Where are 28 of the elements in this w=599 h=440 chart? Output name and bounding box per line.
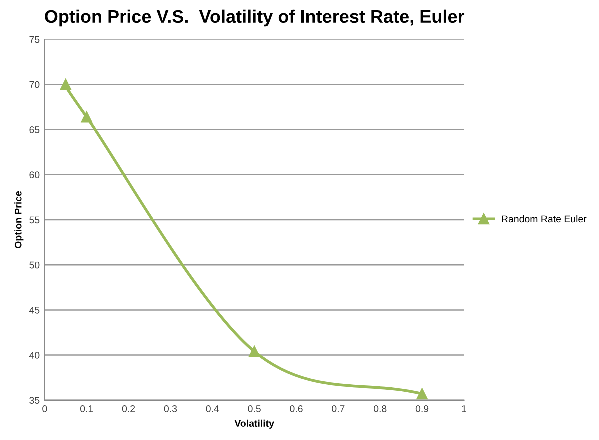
point xyxy=(416,388,428,400)
x-tick-label: 0.4 xyxy=(206,406,220,412)
x-tick-label: 0.2 xyxy=(122,406,136,412)
y-tick-label: 60 xyxy=(30,172,40,179)
y-tick-label: 70 xyxy=(30,81,40,88)
x-axis-title: Volatility xyxy=(234,420,274,429)
x-tick-label: 0.5 xyxy=(248,406,261,412)
x-tick-label: 1 xyxy=(462,406,466,412)
x-tick-label: 0.3 xyxy=(164,406,178,412)
legend-label: Random Rate Euler xyxy=(502,215,587,223)
point xyxy=(60,79,72,90)
x-tick-label: 0.1 xyxy=(80,406,94,412)
y-tick-label: 35 xyxy=(30,397,40,404)
x-tick-label: 0.8 xyxy=(374,406,387,412)
point xyxy=(249,346,260,358)
y-tick-label: 45 xyxy=(29,307,40,314)
chart-title: Option Price V.S. Volatility of Interest Rate, Euler xyxy=(45,10,465,27)
y-tick-label: 40 xyxy=(29,352,40,359)
x-tick-label: 0 xyxy=(42,406,48,412)
y-axis-title: Option Price xyxy=(14,191,24,248)
point xyxy=(81,112,92,123)
x-tick-label: 0.7 xyxy=(332,406,345,412)
y-tick-label: 65 xyxy=(30,126,40,134)
y-tick-label: 50 xyxy=(30,262,40,269)
x-tick-label: 0.9 xyxy=(416,406,429,412)
y-tick-label: 55 xyxy=(30,216,40,224)
x-tick-label: 0.6 xyxy=(290,406,303,412)
y-tick-label: 75 xyxy=(30,36,40,44)
